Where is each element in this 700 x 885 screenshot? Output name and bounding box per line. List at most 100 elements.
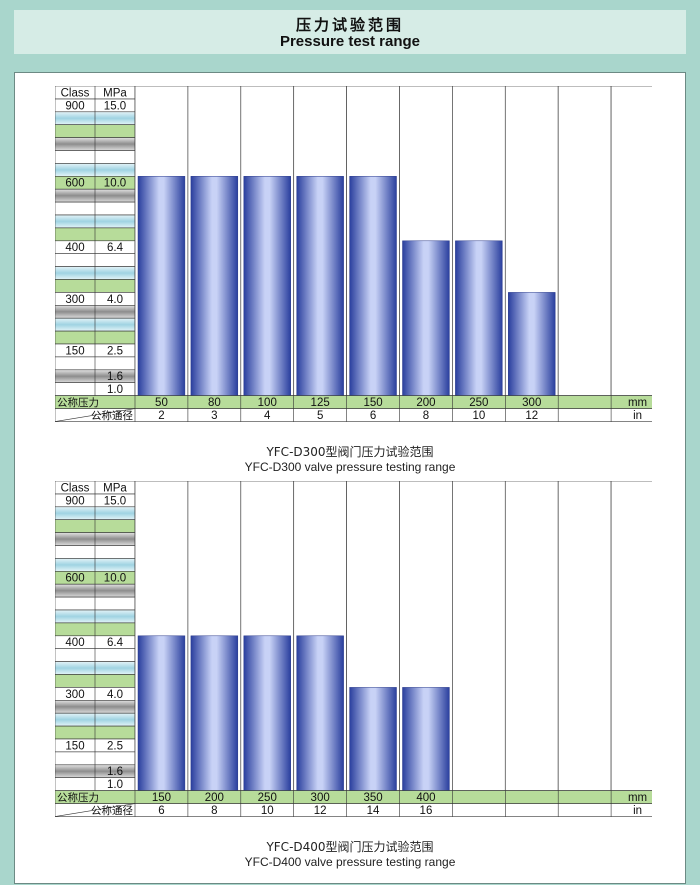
footer-row-mm [55, 395, 652, 409]
caption-d300-cn: YFC-D300型阀门压力试验范围 [266, 445, 434, 459]
tick-label-mpa: 10.0 [104, 573, 126, 585]
category-label-mm: 250 [258, 792, 277, 804]
category-label-mm: 300 [311, 792, 330, 804]
page-title-chinese: 压力试验范围 [295, 16, 404, 34]
category-label-mm: 350 [363, 792, 382, 804]
pressure-axis-rows: Class MPa 900 15.0 600 10.0 400 6.4 300 4.0 150 2.5… [55, 481, 136, 791]
page-title-english: Pressure test range [279, 33, 421, 50]
category-label-in: 16 [420, 805, 433, 817]
unit-label-mm: mm [628, 397, 647, 409]
chart-d400: Class MPa 900 15.0 600 10.0 400 6.4 300 4.0 150 2.5… [55, 481, 652, 824]
category-label-mm: 150 [363, 397, 382, 409]
tick-label-mpa: 10.0 [104, 178, 126, 190]
bar [137, 635, 186, 791]
unit-label-in: in [633, 805, 642, 817]
category-label-in: 3 [211, 410, 217, 422]
category-label-in: 14 [367, 805, 380, 817]
caption-d400: YFC-D400型阀门压力试验范围 YFC-D400 valve pressur… [0, 840, 700, 870]
footer-row-in [55, 803, 652, 817]
bars [137, 176, 556, 396]
tick-label-class: 400 [65, 637, 84, 649]
bar [190, 635, 239, 791]
category-label-in: 2 [158, 410, 164, 422]
category-label-in: 12 [525, 410, 538, 422]
bar [508, 292, 556, 396]
tick-label-class: 300 [65, 294, 84, 306]
unit-label-mm: mm [628, 792, 647, 804]
tick-label-class: 150 [65, 345, 84, 357]
category-label-mm: 50 [155, 397, 168, 409]
tick-label-mpa: 4.0 [107, 294, 123, 306]
chart-d300: Class MPa 900 15.0 600 10.0 400 6.4 300 4.0 150 2.5… [55, 86, 652, 429]
axis-header-class: Class [61, 87, 90, 99]
bars [137, 635, 450, 791]
category-label-in: 8 [211, 805, 217, 817]
tick-label-mpa: 1.0 [107, 779, 123, 791]
category-label-in: 5 [317, 410, 323, 422]
category-label-mm: 300 [522, 397, 541, 409]
tick-label-class: 600 [65, 178, 84, 190]
tick-label-mpa: 2.5 [107, 345, 123, 357]
category-label-in: 6 [158, 805, 164, 817]
bar [190, 176, 239, 396]
category-label-in: 12 [314, 805, 327, 817]
row-label-diameter: 公称通径 [91, 804, 133, 817]
footer-row-mm [55, 790, 652, 804]
tick-label-mpa: 15.0 [104, 495, 126, 507]
grid-column [610, 86, 652, 396]
tick-label-mpa: 1.0 [107, 384, 123, 396]
tick-label-mpa: 6.4 [107, 637, 124, 649]
tick-label-mpa: 2.5 [107, 740, 123, 752]
category-label-in: 10 [261, 805, 274, 817]
category-label-in: 10 [472, 410, 485, 422]
caption-d300-en: YFC-D300 valve pressure testing range [244, 460, 456, 474]
grid-column [452, 481, 506, 791]
page-header: 压力试验范围 Pressure test range [14, 10, 686, 54]
tick-label-class: 300 [65, 689, 84, 701]
category-label-mm: 125 [311, 397, 330, 409]
chart-d400-svg: Class MPa 900 15.0 600 10.0 400 6.4 300 4.0 150 2.5… [55, 481, 652, 817]
caption-d400-en: YFC-D400 valve pressure testing range [244, 855, 456, 869]
footer-diagonal [55, 803, 136, 817]
bar [296, 176, 344, 396]
category-label-mm: 100 [258, 397, 277, 409]
bar [296, 635, 344, 791]
tick-label-mpa: 1.6 [107, 766, 123, 778]
bar [402, 687, 450, 791]
grid-column [557, 481, 612, 791]
chart-d300-svg: Class MPa 900 15.0 600 10.0 400 6.4 300 4.0 150 2.5… [55, 86, 652, 422]
caption-d300: YFC-D300型阀门压力试验范围 YFC-D300 valve pressur… [0, 445, 700, 475]
bar [349, 176, 397, 396]
bar [243, 176, 291, 396]
tick-label-mpa: 15.0 [104, 100, 126, 112]
tick-label-mpa: 4.0 [107, 689, 123, 701]
tick-label-class: 600 [65, 573, 84, 585]
category-label-mm: 150 [152, 792, 171, 804]
bar [349, 687, 397, 791]
footer-diagonal [55, 408, 136, 422]
bar [402, 240, 450, 396]
grid-column [610, 481, 652, 791]
axis-header-mpa: MPa [103, 87, 127, 99]
bar [243, 635, 291, 791]
row-label-pressure: 公称压力 [57, 791, 99, 804]
tick-label-class: 900 [65, 100, 84, 112]
category-label-in: 6 [370, 410, 376, 422]
category-label-mm: 400 [416, 792, 435, 804]
row-label-pressure: 公称压力 [57, 396, 99, 409]
pressure-axis-rows: Class MPa 900 15.0 600 10.0 400 6.4 300 4.0 150 2.5… [55, 86, 136, 396]
tick-label-class: 150 [65, 740, 84, 752]
bar [137, 176, 186, 396]
footer-row-in [55, 408, 652, 422]
grid-column [504, 481, 559, 791]
category-label-in: 8 [423, 410, 429, 422]
category-label-mm: 80 [208, 397, 221, 409]
tick-label-class: 900 [65, 495, 84, 507]
category-label-mm: 200 [205, 792, 224, 804]
row-label-diameter: 公称通径 [91, 409, 133, 422]
tick-label-mpa: 6.4 [107, 242, 124, 254]
axis-header-mpa: MPa [103, 482, 127, 494]
grid-column [557, 86, 612, 396]
tick-label-class: 400 [65, 242, 84, 254]
